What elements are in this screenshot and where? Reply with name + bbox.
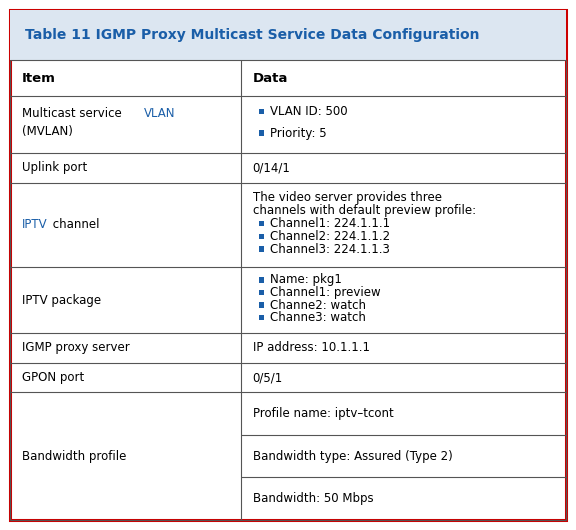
Text: Data: Data: [253, 72, 288, 84]
Text: GPON port: GPON port: [22, 371, 84, 384]
Text: Table 11 IGMP Proxy Multicast Service Data Configuration: Table 11 IGMP Proxy Multicast Service Da…: [25, 28, 479, 42]
Text: Channel2: 224.1.1.2: Channel2: 224.1.1.2: [270, 230, 391, 243]
Text: Uplink port: Uplink port: [22, 161, 87, 174]
Bar: [259, 315, 264, 320]
Text: The video server provides three: The video server provides three: [253, 191, 442, 205]
Bar: [259, 302, 264, 308]
Text: (MVLAN): (MVLAN): [22, 125, 73, 138]
Text: Channel3: 224.1.1.3: Channel3: 224.1.1.3: [270, 243, 390, 255]
Text: IPTV: IPTV: [22, 218, 48, 231]
Text: Channel1: 224.1.1.1: Channel1: 224.1.1.1: [270, 217, 391, 230]
Bar: [259, 234, 264, 239]
Bar: [259, 246, 264, 252]
Text: 0/5/1: 0/5/1: [253, 371, 283, 384]
Bar: [259, 277, 264, 282]
Text: Name: pkg1: Name: pkg1: [270, 273, 342, 286]
Bar: [259, 130, 264, 136]
Text: Item: Item: [22, 72, 56, 84]
Text: IP address: 10.1.1.1: IP address: 10.1.1.1: [253, 341, 370, 355]
Text: VLAN: VLAN: [145, 107, 176, 120]
Text: Channe3: watch: Channe3: watch: [270, 311, 366, 324]
Text: Priority: 5: Priority: 5: [270, 127, 327, 140]
Bar: [10, 10, 566, 60]
Text: Bandwidth type: Assured (Type 2): Bandwidth type: Assured (Type 2): [253, 449, 453, 463]
Text: channels with default preview profile:: channels with default preview profile:: [253, 204, 476, 217]
Text: Bandwidth profile: Bandwidth profile: [22, 449, 126, 463]
Bar: [259, 290, 264, 295]
Bar: [259, 221, 264, 226]
Text: IGMP proxy server: IGMP proxy server: [22, 341, 130, 355]
Text: IPTV package: IPTV package: [22, 294, 101, 306]
Text: Multicast service: Multicast service: [22, 107, 126, 120]
Text: channel: channel: [49, 218, 100, 231]
Text: Channe2: watch: Channe2: watch: [270, 298, 366, 312]
Text: VLAN ID: 500: VLAN ID: 500: [270, 105, 348, 118]
Text: Profile name: iptv–tcont: Profile name: iptv–tcont: [253, 407, 393, 420]
Text: 0/14/1: 0/14/1: [253, 161, 291, 174]
Bar: [259, 109, 264, 114]
Text: Channel1: preview: Channel1: preview: [270, 286, 381, 299]
Text: Bandwidth: 50 Mbps: Bandwidth: 50 Mbps: [253, 492, 373, 505]
